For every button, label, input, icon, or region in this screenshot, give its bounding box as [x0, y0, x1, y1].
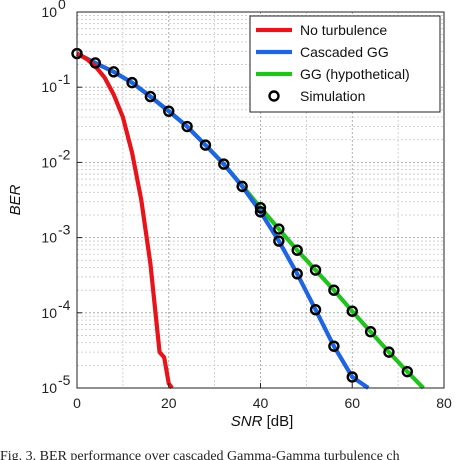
- simulation-marker: [144, 90, 157, 103]
- simulation-marker: [181, 120, 193, 133]
- simulation-marker: [346, 371, 358, 383]
- legend-label: No turbulence: [300, 22, 387, 38]
- simulation-marker: [291, 268, 303, 280]
- simulation-marker: [163, 105, 175, 117]
- y-tick-label: 10: [41, 154, 57, 170]
- y-tick-label: 10: [41, 305, 57, 321]
- series-line-no-turbulence: [75, 51, 174, 390]
- simulation-marker: [328, 284, 340, 296]
- simulation-marker: [218, 158, 230, 170]
- series-line-cascaded-gg: [76, 51, 370, 390]
- y-tick-label: 10: [41, 230, 57, 246]
- legend-label: Cascaded GG: [300, 44, 389, 60]
- x-tick-label: 60: [344, 395, 360, 411]
- simulation-marker: [309, 303, 322, 316]
- x-tick-label: 20: [161, 395, 177, 411]
- y-tick-exponent: -2: [58, 146, 71, 162]
- figure-caption: Fig. 3. BER performance over cascaded Ga…: [0, 449, 400, 460]
- simulation-marker: [236, 180, 248, 193]
- y-tick-exponent: -1: [58, 71, 71, 87]
- simulation-marker: [126, 76, 138, 89]
- y-tick-exponent: -3: [58, 222, 71, 238]
- simulation-marker: [291, 244, 303, 256]
- y-tick-label: 10: [41, 380, 57, 396]
- x-tick-label: 80: [436, 395, 452, 411]
- y-axis-label: BER: [7, 184, 24, 215]
- simulation-marker: [107, 66, 120, 78]
- legend-marker: [268, 90, 280, 102]
- y-tick-label: 10: [41, 79, 57, 95]
- y-tick-exponent: -4: [58, 297, 71, 313]
- x-axis-label: SNR [dB]: [231, 413, 294, 430]
- simulation-marker: [199, 139, 212, 151]
- simulation-marker: [364, 326, 377, 338]
- simulation-marker: [89, 57, 102, 69]
- series-layer: [71, 47, 425, 390]
- legend-label: GG (hypothetical): [300, 66, 410, 82]
- y-tick-exponent: 0: [58, 0, 66, 12]
- simulation-marker: [254, 206, 267, 218]
- simulation-marker: [309, 264, 322, 276]
- simulation-marker: [401, 365, 413, 378]
- y-tick-label: 10: [41, 4, 57, 20]
- simulation-marker: [328, 340, 340, 352]
- x-tick-label: 40: [253, 395, 269, 411]
- simulation-marker: [273, 235, 285, 247]
- simulation-marker: [346, 305, 358, 317]
- y-tick-exponent: -5: [58, 372, 71, 388]
- legend: No turbulence Cascaded GG GG (hypothetical…: [249, 15, 441, 113]
- simulation-marker: [254, 201, 267, 214]
- simulation-marker: [273, 223, 285, 235]
- simulation-marker: [383, 346, 395, 358]
- x-tick-label: 0: [73, 395, 81, 411]
- legend-label: Simulation: [300, 88, 365, 104]
